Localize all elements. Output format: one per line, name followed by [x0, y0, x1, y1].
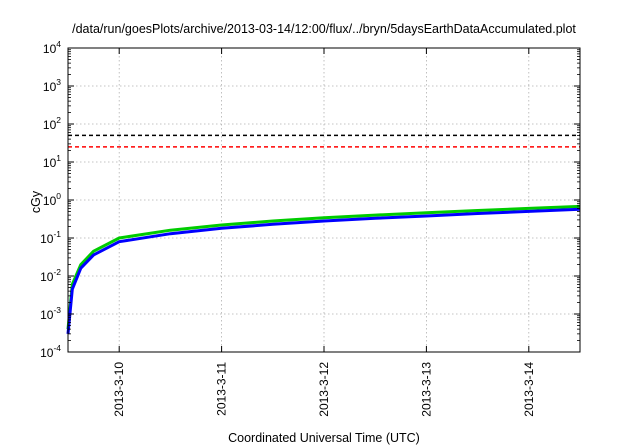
y-tick-label: 104: [43, 39, 61, 56]
series-line-1: [66, 204, 581, 330]
y-tick-label: 10-3: [40, 305, 61, 322]
y-tick-label: 100: [43, 191, 61, 208]
y-axis: 10-4 10-3 10-2 10-1 100 101 102 103 104: [40, 39, 580, 360]
x-tick-label: 2013-3-13: [419, 362, 433, 417]
y-tick-label: 103: [43, 77, 61, 94]
y-tick-label: 10-2: [40, 267, 61, 284]
y-tick-label: 10-4: [40, 343, 61, 360]
y-axis-label: cGy: [29, 190, 43, 213]
y-tick-label: 10-1: [40, 229, 61, 246]
x-tick-label: 2013-3-14: [522, 362, 536, 417]
series-layer: [66, 134, 581, 335]
grid: [68, 48, 580, 352]
x-tick-label: 2013-3-12: [317, 362, 331, 417]
x-axis-label: Coordinated Universal Time (UTC): [228, 431, 420, 445]
y-tick-label: 102: [43, 115, 61, 132]
x-tick-label: 2013-3-11: [215, 362, 229, 416]
series-line-2: [66, 207, 581, 335]
x-axis: 2013-3-10 2013-3-11 2013-3-12 2013-3-13 2013…: [112, 48, 536, 417]
chart-title: /data/run/goesPlots/archive/2013-03-14/1…: [72, 22, 576, 36]
y-tick-label: 101: [43, 153, 61, 170]
x-tick-label: 2013-3-10: [112, 362, 126, 417]
